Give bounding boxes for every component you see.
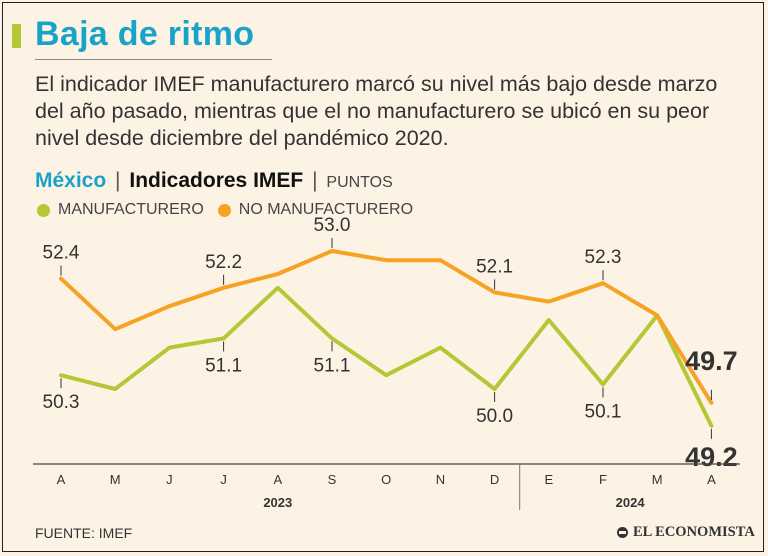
x-tick-label: M bbox=[652, 472, 663, 487]
publisher-logo-icon bbox=[617, 527, 628, 538]
data-label: 50.1 bbox=[585, 401, 622, 422]
chart-title: México | Indicadores IMEF | PUNTOS bbox=[35, 169, 393, 193]
data-label: 51.1 bbox=[205, 355, 242, 376]
line-chart: 52.4 52.2 53.0 52.1 52.3 49.7 50.3 51.1 51.1 50.0… bbox=[33, 215, 740, 510]
data-label: 50.0 bbox=[476, 406, 513, 427]
data-label: 52.4 bbox=[43, 243, 80, 264]
x-tick-label: F bbox=[599, 472, 607, 487]
x-tick-label: O bbox=[381, 472, 391, 487]
year-label: 2023 bbox=[263, 495, 292, 510]
data-label: 52.2 bbox=[205, 252, 242, 273]
legend-item-no-manufacturero: NO MANUFACTURERO bbox=[217, 201, 414, 219]
legend-dot-manufacturero bbox=[37, 203, 50, 217]
legend-label-no-manufacturero: NO MANUFACTURERO bbox=[238, 201, 414, 218]
series-line-no-manufacturero bbox=[59, 249, 714, 405]
data-label: 50.3 bbox=[43, 392, 80, 413]
source-note: FUENTE: IMEF bbox=[35, 525, 133, 541]
data-label: 52.1 bbox=[476, 256, 513, 277]
x-tick-label: A bbox=[273, 472, 282, 487]
year-label: 2024 bbox=[616, 495, 646, 510]
data-label: 49.7 bbox=[685, 346, 738, 376]
page-title: Baja de ritmo bbox=[35, 15, 255, 53]
legend-dot-no-manufacturero bbox=[217, 203, 231, 217]
legend-item-manufacturero: MANUFACTURERO bbox=[37, 201, 204, 219]
legend-label-manufacturero: MANUFACTURERO bbox=[58, 201, 204, 218]
series-line-manufacturero bbox=[59, 285, 714, 428]
x-tick-label: J bbox=[166, 472, 173, 487]
data-label: 53.0 bbox=[314, 215, 351, 236]
x-tick-label: J bbox=[220, 472, 227, 487]
publisher-logo-text: EL ECONOMISTA bbox=[633, 524, 755, 540]
title-underline bbox=[35, 59, 272, 60]
data-label: 52.3 bbox=[585, 247, 622, 268]
chart-legend: MANUFACTURERO NO MANUFACTURERO bbox=[37, 201, 427, 219]
x-tick-label: S bbox=[328, 472, 337, 487]
chart-title-separator: | bbox=[312, 169, 318, 192]
x-tick-label: N bbox=[436, 472, 445, 487]
chart-country: México bbox=[35, 169, 107, 192]
x-tick-label: M bbox=[110, 472, 121, 487]
chart-unit: PUNTOS bbox=[326, 174, 393, 191]
publisher-logo: EL ECONOMISTA bbox=[617, 524, 755, 541]
data-label: 49.2 bbox=[685, 442, 738, 472]
x-tick-label: D bbox=[490, 472, 499, 487]
x-tick-label: A bbox=[707, 472, 716, 487]
data-label: 51.1 bbox=[314, 355, 351, 376]
chart-title-separator: | bbox=[115, 169, 121, 192]
title-accent-bar bbox=[12, 24, 21, 48]
x-tick-label: E bbox=[544, 472, 553, 487]
x-tick-label: A bbox=[57, 472, 66, 487]
page-subtitle: El indicador IMEF manufacturero marcó su… bbox=[35, 72, 718, 150]
chart-indicator: Indicadores IMEF bbox=[129, 169, 304, 192]
